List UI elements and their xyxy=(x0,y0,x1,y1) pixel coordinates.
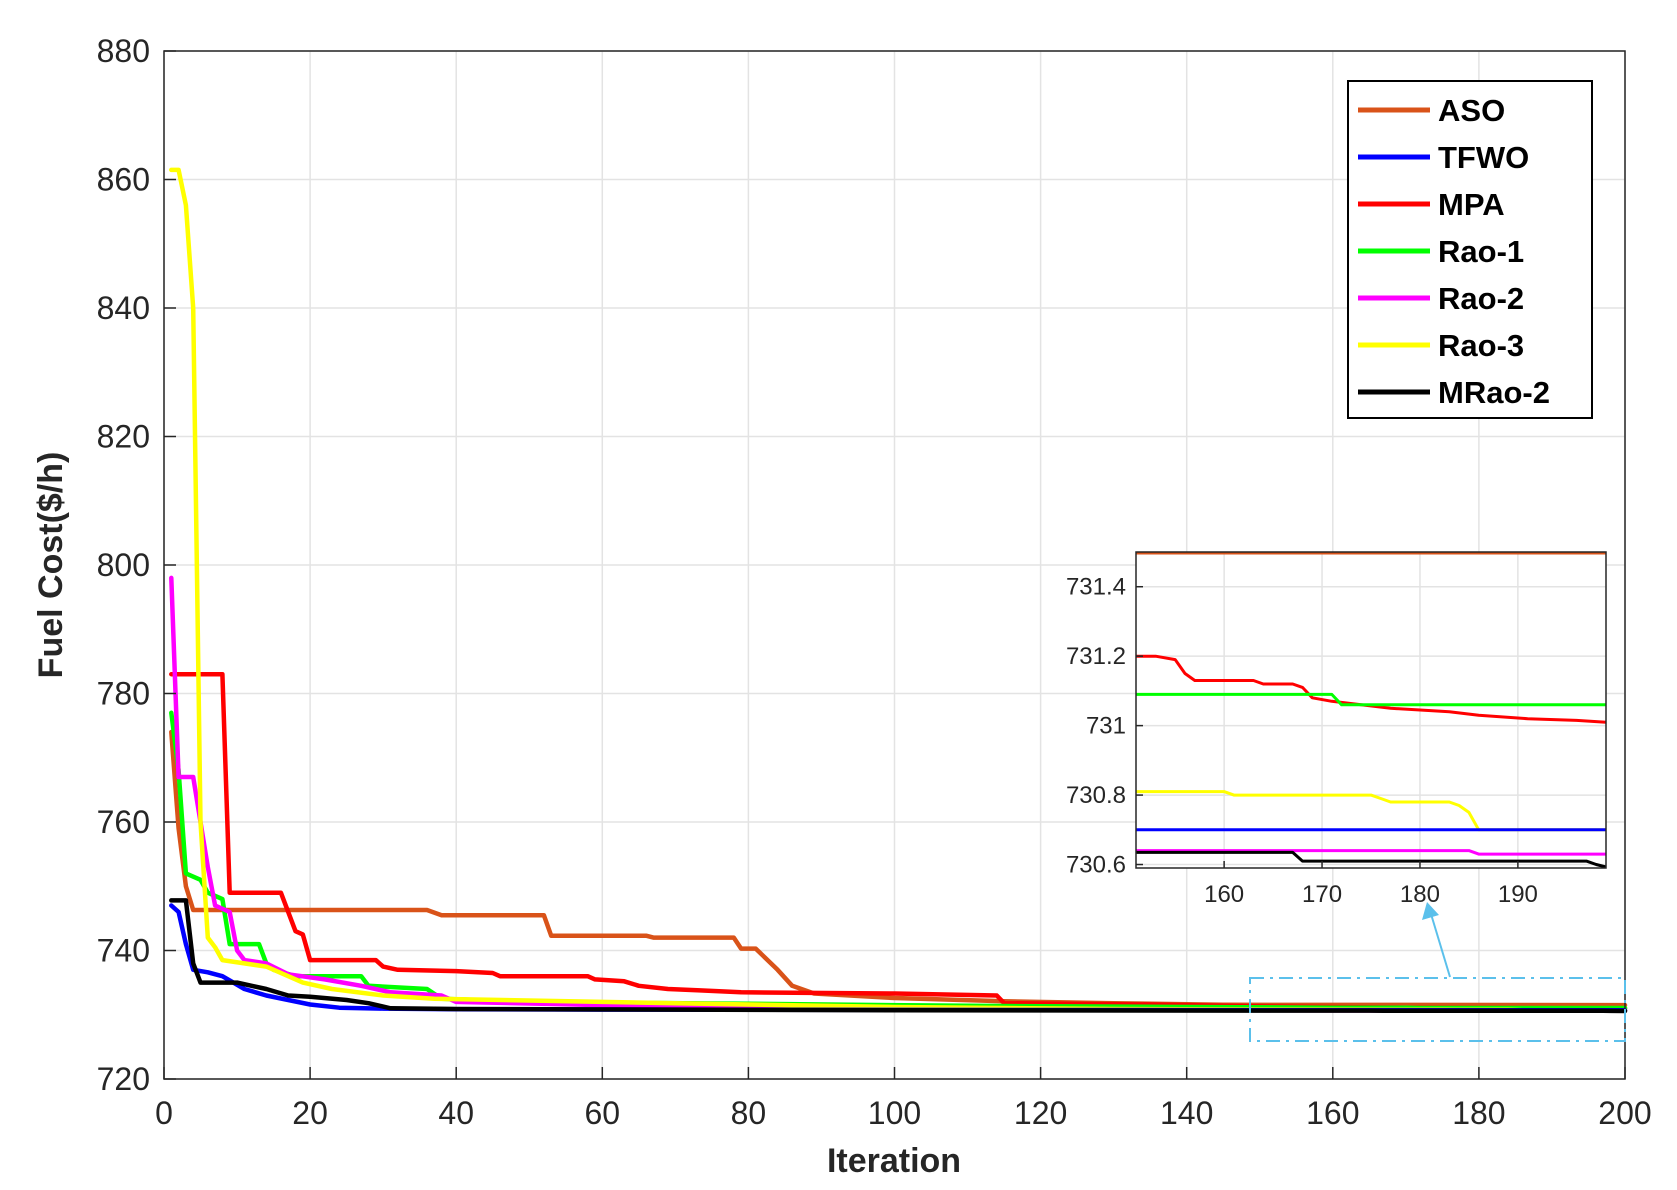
inset-y-tick-label: 731.4 xyxy=(1066,574,1126,601)
inset-x-tick-label: 160 xyxy=(1204,881,1244,908)
inset-line-rao-2 xyxy=(1136,849,1606,856)
inset-grid xyxy=(1136,552,1606,868)
series-line-aso xyxy=(169,729,1628,1008)
inset-background xyxy=(1136,552,1606,868)
y-axis-label: Fuel Cost($/h) xyxy=(32,452,70,679)
x-tick-label: 20 xyxy=(292,1095,328,1131)
legend-label-rao-2: Rao-2 xyxy=(1438,281,1524,316)
y-tick-label: 880 xyxy=(97,33,150,69)
series-line-mrao-2 xyxy=(169,898,1628,1014)
x-tick-label: 180 xyxy=(1452,1095,1505,1131)
main-plot-lines xyxy=(169,167,1628,1014)
y-tick-label: 840 xyxy=(97,290,150,326)
x-tick-label: 100 xyxy=(868,1095,921,1131)
inset-y-tick-label: 730.6 xyxy=(1066,852,1126,879)
inset-line-rao-1 xyxy=(1136,692,1606,707)
inset-x-tick-label: 190 xyxy=(1498,881,1538,908)
legend: ASO TFWO MPA Rao-1 Rao-2 Rao-3 MRao-2 xyxy=(1347,80,1593,419)
zoom-region-box xyxy=(1249,977,1626,1042)
inset-y-tick-label: 731.2 xyxy=(1066,643,1126,670)
x-tick-label: 40 xyxy=(438,1095,474,1131)
y-tick-label: 760 xyxy=(97,804,150,840)
zoom-inset: 160 170 180 190 730.6 730.8 731 731.2 731.4 xyxy=(1066,551,1607,908)
inset-x-tick-label: 170 xyxy=(1302,881,1342,908)
x-tick-label: 140 xyxy=(1160,1095,1213,1131)
series-line-mpa xyxy=(169,671,1628,1011)
x-axis-label: Iteration xyxy=(827,1142,961,1180)
inset-line-mpa xyxy=(1136,654,1607,724)
inset-plot-lines xyxy=(1136,551,1607,869)
x-tick-label: 160 xyxy=(1306,1095,1359,1131)
x-tick-label: 200 xyxy=(1598,1095,1651,1131)
legend-label-rao-3: Rao-3 xyxy=(1438,328,1524,363)
y-tick-label: 860 xyxy=(97,162,150,198)
legend-label-aso: ASO xyxy=(1438,93,1505,128)
inset-frame xyxy=(1135,551,1607,869)
zoom-arrow xyxy=(1422,902,1451,978)
inset-y-tick-label: 731 xyxy=(1086,713,1126,740)
legend-label-tfwo: TFWO xyxy=(1438,140,1529,175)
inset-y-tick-label: 730.8 xyxy=(1066,782,1126,809)
y-tick-label: 720 xyxy=(97,1061,150,1097)
main-axis-ticks: 0 20 40 60 80 100 120 140 160 180 200 720 740 760 780 8… xyxy=(97,33,1652,1131)
legend-label-mrao-2: MRao-2 xyxy=(1438,375,1550,410)
x-tick-label: 0 xyxy=(155,1095,173,1131)
inset-line-mrao-2 xyxy=(1136,850,1607,869)
y-tick-label: 740 xyxy=(97,933,150,969)
inset-x-tick-label: 180 xyxy=(1400,881,1440,908)
inset-axis-ticks: 160 170 180 190 730.6 730.8 731 731.2 731.4 xyxy=(1066,574,1538,908)
y-tick-label: 820 xyxy=(97,419,150,455)
legend-label-rao-1: Rao-1 xyxy=(1438,234,1524,269)
y-tick-label: 800 xyxy=(97,547,150,583)
inset-line-rao-3 xyxy=(1136,790,1606,832)
x-tick-label: 80 xyxy=(731,1095,767,1131)
x-tick-label: 60 xyxy=(585,1095,621,1131)
legend-label-mpa: MPA xyxy=(1438,187,1505,222)
y-tick-label: 780 xyxy=(97,676,150,712)
x-tick-label: 120 xyxy=(1014,1095,1067,1131)
